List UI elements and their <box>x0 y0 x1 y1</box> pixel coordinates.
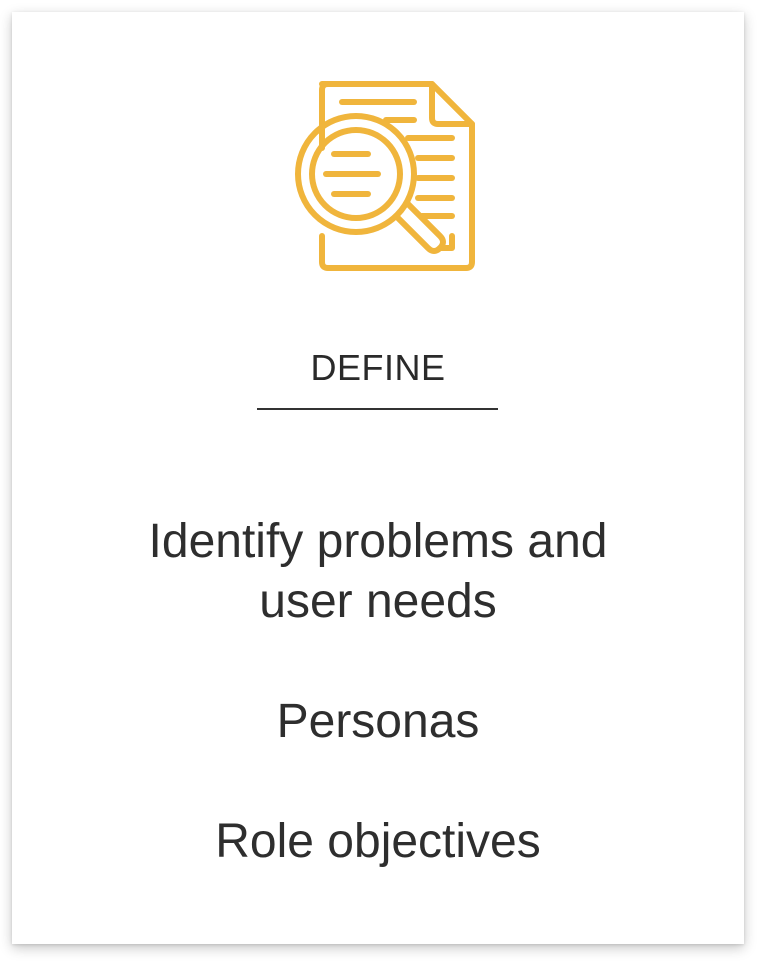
title-underline <box>257 408 498 410</box>
card-title: DEFINE <box>310 347 446 388</box>
list-item: Identify problems and user needs <box>148 515 608 628</box>
document-magnifier-icon <box>282 78 482 278</box>
define-card: DEFINE Identify problems and user needs … <box>12 12 744 944</box>
card-item-list: Identify problems and user needs Persona… <box>12 512 744 872</box>
list-item: Personas <box>276 695 480 748</box>
list-item: Role objectives <box>215 815 541 868</box>
